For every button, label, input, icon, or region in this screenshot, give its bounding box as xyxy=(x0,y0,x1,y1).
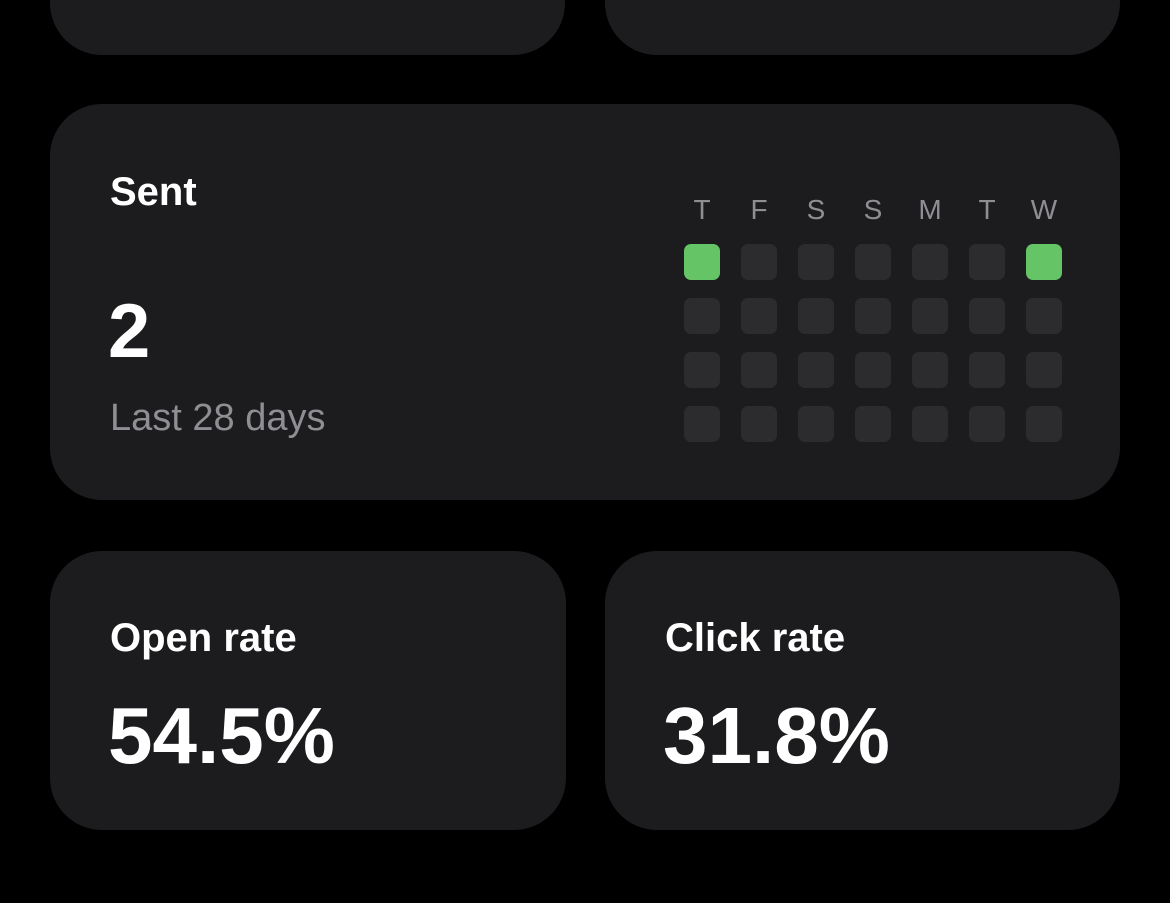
activity-cell xyxy=(684,406,720,442)
activity-cell xyxy=(684,298,720,334)
day-label: F xyxy=(750,194,768,225)
activity-cell xyxy=(969,406,1005,442)
day-label: T xyxy=(693,194,711,225)
activity-cell xyxy=(912,244,948,280)
activity-cell xyxy=(798,352,834,388)
activity-cell xyxy=(912,352,948,388)
click-rate-card[interactable]: Click rate 31.8% xyxy=(605,551,1120,830)
open-rate-card[interactable]: Open rate 54.5% xyxy=(50,551,566,830)
activity-cell xyxy=(741,298,777,334)
activity-cell xyxy=(969,244,1005,280)
sent-card[interactable]: Sent 2 Last 28 days T F S S M T W xyxy=(50,104,1120,500)
day-label: S xyxy=(863,194,883,225)
day-label: M xyxy=(918,194,942,225)
activity-cell xyxy=(684,352,720,388)
card-title: Click rate xyxy=(665,616,846,660)
activity-cell xyxy=(855,406,891,442)
day-label: T xyxy=(978,194,996,225)
activity-cell xyxy=(798,244,834,280)
rate-value: 31.8% xyxy=(663,691,890,780)
activity-cell xyxy=(684,244,720,280)
card-partial[interactable] xyxy=(50,0,565,55)
day-label: S xyxy=(806,194,826,225)
activity-cell xyxy=(969,298,1005,334)
card-partial[interactable] xyxy=(605,0,1120,55)
activity-cell xyxy=(855,244,891,280)
activity-cell xyxy=(741,244,777,280)
activity-cell xyxy=(1026,298,1062,334)
activity-cell xyxy=(969,352,1005,388)
activity-cell xyxy=(798,298,834,334)
day-label: W xyxy=(1030,194,1058,225)
card-subtitle: Last 28 days xyxy=(110,397,326,439)
activity-cell xyxy=(1026,244,1062,280)
activity-cell xyxy=(741,406,777,442)
activity-cell xyxy=(855,352,891,388)
activity-cell xyxy=(912,298,948,334)
activity-cell xyxy=(1026,406,1062,442)
card-title: Open rate xyxy=(110,616,297,660)
activity-cell xyxy=(1026,352,1062,388)
sent-count: 2 xyxy=(108,289,151,374)
rate-value: 54.5% xyxy=(108,691,335,780)
activity-cell xyxy=(855,298,891,334)
activity-cell xyxy=(798,406,834,442)
activity-cell xyxy=(741,352,777,388)
activity-cell xyxy=(912,406,948,442)
card-title: Sent xyxy=(110,170,197,214)
